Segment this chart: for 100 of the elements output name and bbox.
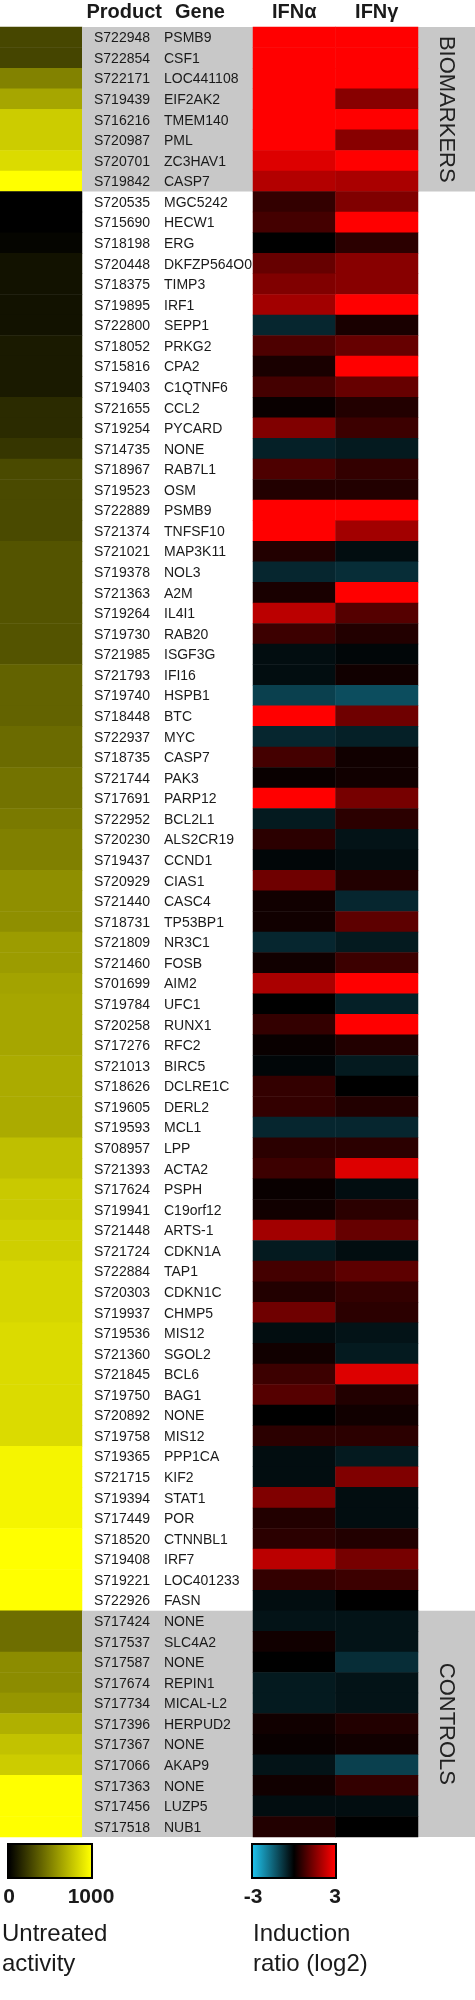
y-tick-label: S721460	[94, 954, 151, 971]
y-tick-label: S721724	[94, 1242, 151, 1259]
y-tick-label: S718731	[94, 913, 151, 930]
y-tick-label: S719740	[94, 687, 151, 704]
y2-tick-label: PRKG2	[164, 337, 212, 354]
y2-tick-label: SLC4A2	[164, 1633, 217, 1650]
y-tick-label: S718375	[94, 276, 151, 293]
y-tick-label: S717424	[94, 1613, 151, 1630]
y-tick-label: S720230	[94, 831, 151, 848]
y2-tick-label: LPP	[164, 1139, 191, 1156]
y2-tick-label: MICAL-L2	[164, 1695, 228, 1712]
y-tick-label: S720535	[94, 193, 151, 210]
y2-tick-label: EIF2AK2	[164, 90, 221, 107]
y2-tick-label: PAK3	[164, 769, 199, 786]
y-tick-label: S720448	[94, 255, 151, 272]
y2-tick-label: AKAP9	[164, 1757, 210, 1774]
y2-tick-label: A2M	[164, 584, 193, 601]
y2-tick-label: AIM2	[164, 975, 197, 992]
y2-tick-label: HSPB1	[164, 687, 211, 704]
y2-tick-label: PPP1CA	[164, 1448, 220, 1465]
y-tick-label: S721013	[94, 1057, 151, 1074]
y-tick-label: S719941	[94, 1201, 151, 1218]
y-tick-label: S717734	[94, 1695, 151, 1712]
y-tick-label: S717066	[94, 1757, 151, 1774]
y-tick-label: S721360	[94, 1345, 151, 1362]
y-tick-label: S722948	[94, 29, 151, 46]
y2-tick-label: C19orf12	[164, 1201, 222, 1218]
y2-tick-label: PARP12	[164, 790, 217, 807]
y2-tick-label: CCND1	[164, 852, 213, 869]
y2-tick-label: SEPP1	[164, 317, 210, 334]
y2-tick-label: CHMP5	[164, 1304, 214, 1321]
y2-tick-label: ISGF3G	[164, 646, 216, 663]
y-tick-label: S720987	[94, 132, 151, 149]
y2-tick-label: KIF2	[164, 1469, 194, 1486]
y2-tick-label: PSMB9	[164, 29, 212, 46]
y-tick-label: S721809	[94, 934, 151, 951]
y2-tick-label: ALS2CR19	[164, 831, 235, 848]
y-tick-label: S718448	[94, 708, 151, 725]
y-tick-label: S721845	[94, 1366, 151, 1383]
y2-tick-label: IFI16	[164, 666, 197, 683]
y-tick-label: S721363	[94, 584, 151, 601]
y2-tick-label: MIS12	[164, 1427, 205, 1444]
band-label: CONTROLS	[434, 1662, 460, 1785]
y2-tick-label: ACTA2	[164, 1160, 209, 1177]
y-tick-label: S717587	[94, 1654, 151, 1671]
y2-tick-label: LUZP5	[164, 1798, 208, 1815]
y-tick-label: S720892	[94, 1407, 151, 1424]
y-tick-label: S721715	[94, 1469, 151, 1486]
y2-tick-label: PSPH	[164, 1181, 203, 1198]
y2-tick-label: ARTS-1	[164, 1222, 214, 1239]
band-label: BIOMARKERS	[434, 35, 460, 183]
y-tick-label: S719842	[94, 173, 151, 190]
y-tick-label: S721448	[94, 1222, 151, 1239]
y2-axis-title: Gene	[174, 0, 225, 22]
y-tick-label: S718520	[94, 1530, 151, 1547]
y2-tick-label: ERG	[164, 234, 195, 251]
y-tick-label: S719394	[94, 1489, 151, 1506]
y-tick-label: S715690	[94, 214, 151, 231]
y2-tick-label: NUB1	[164, 1818, 202, 1835]
y-tick-label: S722171	[94, 70, 151, 87]
y-tick-label: S719730	[94, 625, 151, 642]
color-bar-label: 3	[329, 1884, 341, 1907]
y2-tick-label: MYC	[164, 728, 196, 745]
color-bar-label: -3	[243, 1884, 263, 1907]
y2-tick-label: CTNNBL1	[164, 1530, 229, 1547]
y2-tick-label: IL4I1	[164, 605, 196, 622]
y2-tick-label: TMEM140	[164, 111, 229, 128]
y2-tick-label: BCL2L1	[164, 810, 215, 827]
y2-tick-label: FASN	[164, 1592, 201, 1609]
y-tick-label: S718735	[94, 749, 151, 766]
y2-tick-label: DCLRE1C	[164, 1078, 230, 1095]
y-tick-label: S721655	[94, 399, 151, 416]
y2-tick-label: MGC5242	[164, 193, 229, 210]
y-tick-label: S719937	[94, 1304, 151, 1321]
y-tick-label: S722937	[94, 728, 151, 745]
y-tick-label: S718626	[94, 1078, 151, 1095]
y2-tick-label: TAP1	[164, 1263, 199, 1280]
y2-tick-label: HERPUD2	[164, 1715, 232, 1732]
y-tick-label: S719784	[94, 995, 151, 1012]
y-tick-label: S717456	[94, 1798, 151, 1815]
y2-tick-label: CASP7	[164, 749, 211, 766]
y2-tick-label: IRF1	[164, 296, 195, 313]
y2-tick-label: OSM	[164, 481, 196, 498]
y-tick-label: S717674	[94, 1674, 151, 1691]
y-tick-label: S719254	[94, 420, 151, 437]
y-tick-label: S717396	[94, 1715, 151, 1732]
color-bar-label: 1000	[67, 1884, 115, 1907]
y2-tick-label: NONE	[164, 440, 205, 457]
y2-tick-label: CDKN1C	[164, 1283, 222, 1300]
y2-tick-label: PML	[164, 132, 193, 149]
y-tick-label: S720303	[94, 1283, 151, 1300]
y-tick-label: S718967	[94, 461, 151, 478]
y2-tick-label: PSMB9	[164, 502, 212, 519]
y2-tick-label: NR3C1	[164, 934, 211, 951]
y-tick-label: S721374	[94, 522, 151, 539]
y-tick-label: S717449	[94, 1510, 151, 1527]
y-tick-label: S719523	[94, 481, 151, 498]
y-axis-title: Product	[86, 0, 163, 22]
y2-tick-label: BTC	[164, 708, 192, 725]
y-tick-label: S721744	[94, 769, 151, 786]
